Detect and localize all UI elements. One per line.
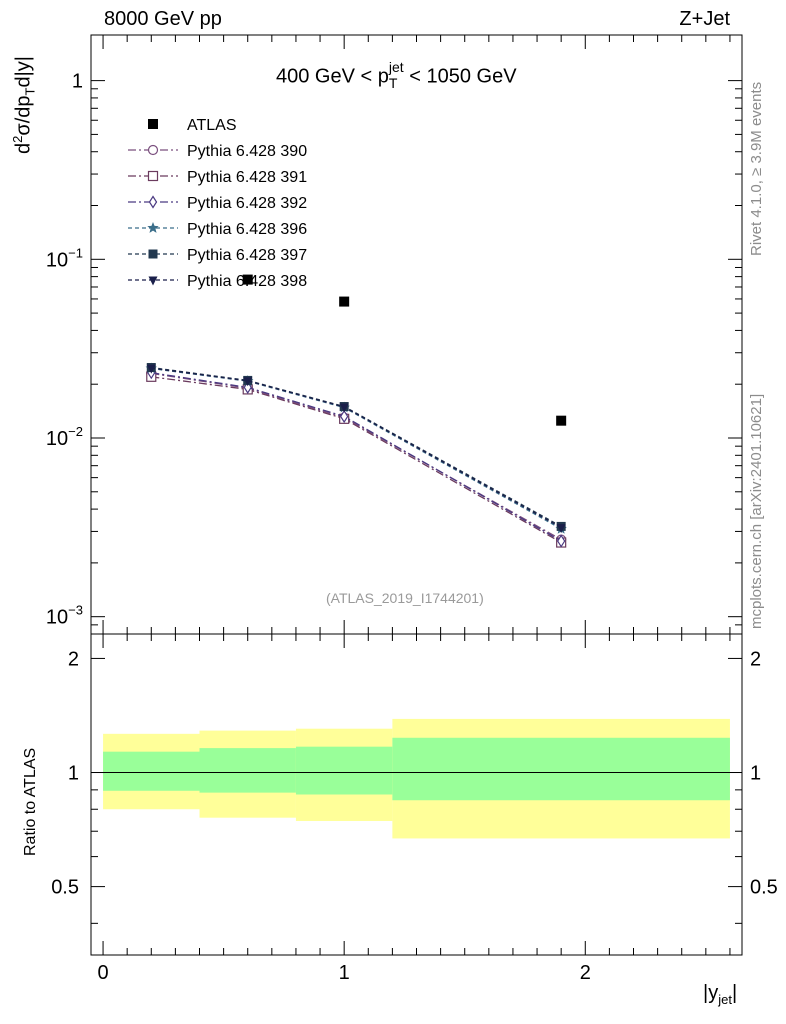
series-point [339, 403, 349, 413]
atlas-data-point [242, 274, 253, 285]
y-tick-label-bottom-left: 0.5 [51, 877, 79, 899]
rivet-version-note: Rivet 4.1.0, ≥ 3.9M events [748, 81, 765, 256]
legend-marker [148, 249, 158, 259]
y-tick-label-top: 10−1 [46, 245, 83, 271]
series-line [151, 376, 562, 544]
ratio-band-inner [295, 746, 393, 795]
x-tick-label: 0 [97, 962, 108, 984]
series-point [243, 377, 253, 387]
atlas-data-point [556, 415, 567, 426]
ratio-band-inner [199, 748, 296, 793]
series-point [146, 364, 156, 374]
legend-marker [148, 276, 158, 286]
analysis-tag: (ATLAS_2019_I1744201) [326, 590, 484, 606]
y-tick-label-top: 10−3 [46, 603, 83, 629]
y-tick-label-bottom-right: 0.5 [750, 877, 778, 899]
legend-label: Pythia 6.428 390 [187, 143, 307, 160]
legend-label: Pythia 6.428 396 [187, 221, 307, 238]
bottom-panel-frame [90, 633, 743, 956]
bottom-panel-ticks: 0 1 2 0.5 0.5 1 1 2 2 [51, 634, 778, 984]
top-panel-ticks: 1 10−1 10−2 10−3 [46, 35, 742, 635]
x-axis-label: |yjet| [703, 982, 738, 1007]
ratio-band-inner [392, 737, 730, 801]
legend-marker-atlas [148, 119, 158, 129]
series-line [151, 367, 562, 530]
legend-label: Pythia 6.428 391 [187, 169, 307, 186]
mc-series-layer [145, 362, 567, 548]
ratio-band-inner [103, 751, 200, 791]
process-label: Z+Jet [679, 8, 730, 30]
legend-marker [147, 170, 159, 182]
atlas-data-layer [242, 274, 567, 426]
series-point [556, 534, 566, 548]
mcplots-source-note: mcplots.cern.ch [arXiv:2401.10621] [748, 393, 765, 629]
ratio-uncertainty-bands [103, 718, 730, 839]
y-axis-label-top: d2σ/dpTd|y| [10, 56, 38, 154]
legend-marker [148, 195, 158, 209]
legend-marker [147, 144, 159, 156]
y-tick-label-top: 10−2 [46, 424, 83, 450]
series-line [151, 372, 562, 542]
x-tick-label: 1 [339, 962, 350, 984]
series-point [556, 524, 566, 534]
y-tick-label-bottom-right: 2 [750, 648, 761, 670]
y-tick-label-bottom-right: 1 [750, 763, 761, 785]
series-line [151, 366, 562, 527]
plot-title: 400 GeV < p jet T < 1050 GeV [276, 59, 517, 91]
legend-label: Pythia 6.428 397 [187, 247, 307, 264]
x-tick-label: 2 [580, 962, 591, 984]
atlas-data-point [339, 296, 350, 307]
y-axis-label-bottom: Ratio to ATLAS [22, 747, 39, 856]
legend: ATLAS Pythia 6.428 390 Pythia 6.428 391 Pyt… [128, 117, 307, 290]
beam-label: 8000 GeV pp [104, 8, 222, 30]
legend-marker [147, 222, 159, 233]
series-line [151, 372, 562, 541]
series-line [151, 367, 562, 529]
y-tick-label-bottom-left: 2 [68, 648, 79, 670]
y-tick-label-bottom-left: 1 [68, 763, 79, 785]
legend-label: Pythia 6.428 392 [187, 195, 307, 212]
legend-label-atlas: ATLAS [187, 117, 237, 134]
y-tick-label-top: 1 [72, 71, 83, 93]
legend-label: Pythia 6.428 398 [187, 273, 307, 290]
series-point [339, 409, 349, 424]
